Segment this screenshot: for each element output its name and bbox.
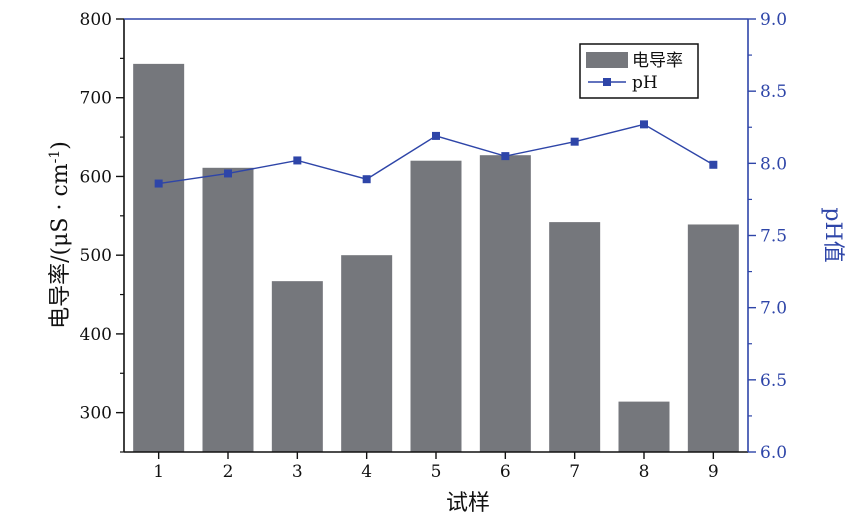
y-right-tick-label-6.0: 6.0 [760,443,787,463]
ph-point-2 [224,169,232,178]
x-tick-label-7: 7 [569,462,580,482]
legend-label-conductivity: 电导率 [632,51,683,71]
x-axis-title: 试样 [446,491,490,516]
ph-point-8 [640,120,648,129]
bar-8 [618,401,670,452]
bar-3 [271,281,323,452]
bar-4 [341,255,393,452]
ph-point-9 [709,160,718,169]
y-right-tick-label-8.0: 8.0 [760,154,787,174]
legend: 电导率 pH [579,43,699,99]
ph-point-7 [570,137,579,146]
bar-6 [479,155,531,452]
bar-5 [410,160,462,452]
y-left-title-end: ) [48,141,73,150]
legend-bar-swatch [586,52,628,68]
x-tick-label-2: 2 [223,462,234,482]
x-tick-label-5: 5 [431,462,442,482]
x-tick-label-4: 4 [361,462,372,482]
bar-1 [133,63,185,453]
ph-point-4 [362,175,371,184]
x-tick-label-3: 3 [292,462,303,482]
y-left-tick-label-300: 300 [80,404,112,424]
y-right-tick-label-8.5: 8.5 [760,82,787,102]
y-right-tick-label-7.5: 7.5 [760,227,787,247]
ph-point-1 [154,179,163,188]
ph-point-5 [432,131,440,140]
x-tick-label-9: 9 [708,462,719,482]
y-left-tick-label-400: 400 [80,325,112,345]
ticks-layer: 300 400 500 600 700 800 6.0 6.5 7.0 7.5 8.0 8.5 9.0 1… [80,10,788,482]
bar-9 [687,224,739,452]
y-right-tick-label-7.0: 7.0 [760,299,787,319]
y-left-tick-label-800: 800 [80,10,112,30]
ph-point-6 [501,152,510,161]
legend-label-ph: pH [632,73,658,93]
x-tick-label-8: 8 [639,462,650,482]
y-left-tick-label-500: 500 [80,246,112,266]
bars-layer [133,63,739,453]
y-left-axis-title: 电导率/(μS · cm-1) [47,141,73,329]
bar-7 [549,222,601,452]
y-right-tick-label-9.0: 9.0 [760,10,787,30]
ph-line-layer [154,120,718,188]
x-tick-label-1: 1 [153,462,164,482]
bar-2 [202,167,254,452]
y-left-title-sup: -1 [47,150,63,164]
y-left-title-main: 电导率/(μS · cm [48,163,73,329]
ph-point-3 [293,156,302,165]
y-right-axis-title: pH值 [820,207,845,262]
x-tick-label-6: 6 [500,462,511,482]
legend-square-marker [603,78,611,86]
y-left-tick-label-600: 600 [80,167,112,187]
y-left-tick-label-700: 700 [80,89,112,109]
y-right-tick-label-6.5: 6.5 [760,371,787,391]
